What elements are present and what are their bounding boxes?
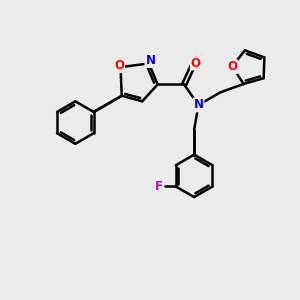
Text: O: O (191, 56, 201, 70)
Text: F: F (155, 180, 163, 193)
Text: N: N (194, 98, 203, 112)
Text: O: O (114, 59, 124, 72)
Text: N: N (146, 54, 155, 67)
Text: O: O (227, 60, 237, 73)
